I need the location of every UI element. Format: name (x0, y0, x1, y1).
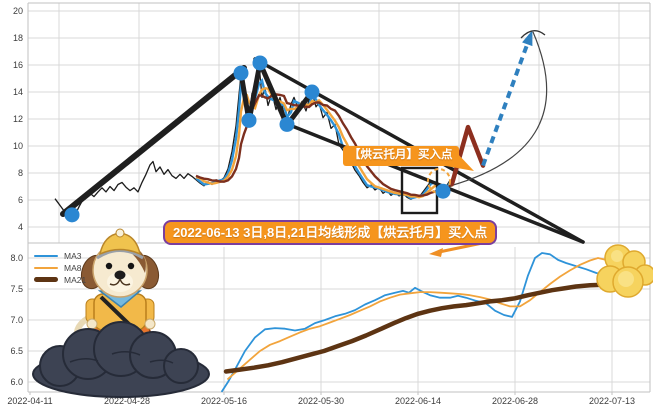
dog-smile (109, 278, 131, 286)
marker-dot (233, 65, 249, 81)
y-axis-tick-label: 12 (13, 114, 23, 124)
y-axis-tick-label: 8.0 (10, 253, 23, 263)
y-axis-tick-label: 16 (13, 60, 23, 70)
y-axis-tick-label: 10 (13, 141, 23, 151)
legend-label: MA8 (64, 262, 82, 273)
y-axis-tick-label: 7.5 (10, 284, 23, 294)
marker-dot (252, 55, 268, 71)
projection-arrowhead (522, 30, 533, 47)
dog-muzzle (107, 272, 133, 292)
legend-label: MA3 (64, 250, 82, 261)
dog-eye (105, 262, 113, 270)
ma8-line-bottom (227, 257, 615, 380)
y-axis-tick-label: 6 (18, 195, 23, 205)
trend-line (60, 65, 247, 217)
trend-line (285, 122, 585, 244)
y-axis-tick-label: 14 (13, 87, 23, 97)
x-axis-tick-label: 2022-05-16 (201, 396, 247, 406)
dog-hat (98, 232, 142, 256)
x-axis-tick-label: 2022-04-11 (7, 396, 52, 406)
arrow-flourish (520, 30, 546, 39)
legend-item: MA21 (34, 274, 87, 285)
buy-point-callout: 【烘云托月】买入点 (343, 146, 459, 166)
ma21-line-top (195, 93, 454, 198)
y-axis-tick-label: 4 (18, 222, 23, 232)
x-axis-tick-label: 2022-04-28 (104, 396, 150, 406)
x-axis-tick-label: 2022-05-30 (298, 396, 344, 406)
ma21-line-bottom (223, 282, 617, 374)
x-axis-tick-label: 2022-06-28 (492, 396, 538, 406)
y-axis-tick-label: 18 (13, 33, 23, 43)
legend-key-line (34, 254, 58, 257)
ma3-line-bottom (221, 252, 605, 393)
dog-nose (114, 270, 126, 280)
y-axis-tick-label: 7.0 (10, 315, 23, 325)
dog-paw (144, 318, 156, 330)
y-axis-tick-label: 8 (18, 168, 23, 178)
golden-moon-cloud-icon (596, 244, 653, 298)
legend-key-line (34, 266, 58, 269)
legend-key-line (34, 277, 58, 282)
legend-item: MA3 (34, 250, 86, 261)
y-axis-tick-label: 20 (13, 6, 23, 16)
pattern-highlight-rect (400, 166, 439, 215)
pattern-description-callout: 2022-06-13 3日,8日,21日均线形成【烘云托月】买入点 (163, 220, 498, 245)
projection-arc (449, 31, 548, 187)
dog-paw (86, 318, 98, 330)
legend-item: MA8 (34, 262, 86, 273)
ma-legend: MA3 MA8 MA21 (34, 250, 87, 285)
legend-label: MA21 (64, 274, 87, 285)
y-axis-tick-label: 6.0 (10, 377, 23, 387)
marker-dot (435, 183, 451, 199)
marker-dot (64, 207, 80, 223)
marker-dot (241, 112, 257, 128)
x-axis-tick-label: 2022-06-14 (395, 396, 441, 406)
dark-cloud (32, 321, 210, 398)
marker-dot (279, 116, 295, 132)
dog-eye (127, 262, 135, 270)
y-axis-tick-label: 6.5 (10, 346, 23, 356)
x-axis-tick-label: 2022-07-13 (589, 396, 635, 406)
marker-dot (304, 84, 320, 100)
dog-headband (96, 249, 144, 260)
callout2-arrowhead (429, 248, 443, 257)
